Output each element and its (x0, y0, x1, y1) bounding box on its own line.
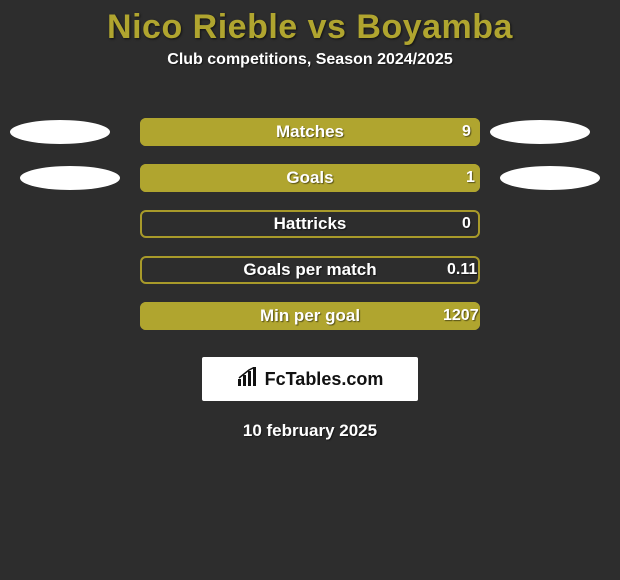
bar-track (140, 210, 480, 238)
right-marker (500, 166, 600, 190)
bar-fill (140, 302, 480, 330)
logo-text: FcTables.com (265, 369, 384, 390)
source-logo: FcTables.com (202, 357, 418, 401)
stat-value: 1 (466, 169, 475, 187)
stat-row: Goals per match0.11 (0, 247, 620, 293)
stat-row: Hattricks0 (0, 201, 620, 247)
bar-track (140, 256, 480, 284)
subtitle: Club competitions, Season 2024/2025 (0, 51, 620, 69)
bar-chart-icon (237, 367, 259, 392)
date-label: 10 february 2025 (0, 421, 620, 441)
stat-value: 0.11 (447, 261, 477, 279)
stat-value: 9 (462, 123, 471, 141)
stats-comparison-container: Nico Rieble vs Boyamba Club competitions… (0, 8, 620, 580)
left-marker (20, 166, 120, 190)
right-marker (490, 120, 590, 144)
stat-row: Min per goal1207 (0, 293, 620, 339)
page-title: Nico Rieble vs Boyamba (0, 8, 620, 47)
bar-fill (140, 118, 480, 146)
stat-row: Goals1 (0, 155, 620, 201)
stat-value: 1207 (443, 307, 479, 325)
stat-value: 0 (462, 215, 471, 233)
bar-fill (140, 164, 480, 192)
left-marker (10, 120, 110, 144)
stats-rows: Matches9Goals1Hattricks0Goals per match0… (0, 109, 620, 339)
stat-row: Matches9 (0, 109, 620, 155)
